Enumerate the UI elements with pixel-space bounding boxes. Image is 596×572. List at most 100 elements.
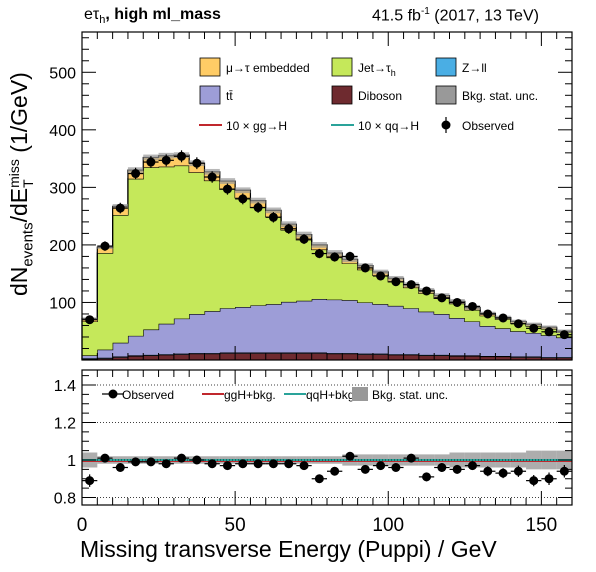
observed-point [85, 315, 95, 325]
channel-label: eτh, high ml_mass [84, 6, 221, 26]
ratio-legend-swatch [352, 387, 368, 401]
ratio-point [115, 463, 125, 472]
lumi-value: 41.5 fb [372, 7, 421, 25]
observed-point [131, 169, 141, 179]
channel-sub: h [99, 14, 106, 27]
ratio-point [131, 457, 141, 467]
ratio-legend-label: Observed [122, 388, 174, 402]
ratio-point [452, 464, 462, 474]
stack-jeth [82, 165, 572, 356]
legend-swatch [435, 85, 457, 105]
ratio-point [498, 468, 508, 478]
legend-swatch [199, 57, 221, 77]
ratio-point [146, 457, 156, 467]
ratio-legend-label: Bkg. stat. unc. [372, 388, 448, 402]
ratio-point [544, 474, 554, 484]
ratio-point [268, 459, 278, 469]
ratio-point [85, 476, 95, 486]
legend-swatch [331, 57, 353, 77]
ratio-point [483, 466, 493, 476]
unc-band-bin [541, 325, 557, 329]
ratio-point [314, 474, 324, 484]
observed-point [192, 158, 202, 168]
legend-label: 10 × qq→H [358, 119, 419, 133]
legend-swatch [199, 85, 221, 105]
ratio-point [299, 461, 309, 471]
observed-point [422, 286, 432, 296]
ratio-point [513, 466, 523, 476]
ratio-point [253, 459, 263, 469]
legend-swatch [331, 85, 353, 105]
ratio-point [529, 476, 539, 486]
observed-point [299, 234, 309, 244]
ratio-point [391, 463, 401, 472]
observed-point [360, 263, 370, 273]
legend-label: Jet→τh [358, 61, 396, 78]
legend-label: μ→τ embedded [226, 61, 310, 75]
legend-label: 10 × gg→H [226, 119, 287, 133]
legend-main: μ→τ embedded Jet→τh Z→ll tt̄ Diboson Bkg. sta… [199, 57, 538, 133]
ratio-point [177, 453, 187, 463]
lumi-label: 41.5 fb-1 (2017, 13 TeV) [372, 6, 539, 25]
ratio-point [360, 464, 370, 474]
y-tick-label: 300 [49, 180, 76, 197]
observed-point [207, 172, 217, 182]
ratio-point [330, 466, 340, 476]
legend-label: Bkg. stat. unc. [462, 89, 538, 103]
observed-point [376, 271, 386, 281]
ratio-point [422, 472, 432, 482]
x-tick-label: 0 [77, 515, 88, 536]
y-tick-label: 500 [49, 65, 76, 82]
x-axis-label: Missing transverse Energy (Puppi) / GeV [80, 536, 497, 562]
observed-point [406, 280, 416, 290]
y-tick-label: 100 [49, 295, 76, 312]
main-plot: 100 200 300 400 500 [49, 31, 573, 361]
legend-swatch [435, 57, 457, 77]
channel-base: eτ [84, 6, 100, 23]
observed-point [544, 327, 554, 337]
y-tick-label: 400 [49, 123, 76, 140]
observed-point [284, 224, 294, 234]
unc-band-bin [265, 207, 282, 214]
unc-band-bin [219, 178, 236, 184]
legend-marker [441, 120, 451, 130]
ratio-point [376, 461, 386, 471]
legend-label-sub: h [391, 68, 396, 78]
observed-point [115, 203, 125, 213]
ratio-point [437, 463, 447, 472]
observed-point [559, 330, 569, 340]
ratio-point [100, 453, 110, 463]
ratio-y-tick-label: 1 [67, 453, 76, 470]
x-tick-label: 150 [526, 515, 558, 536]
observed-point [238, 194, 248, 204]
unc-band-bin [311, 242, 327, 248]
observed-point [268, 212, 278, 222]
observed-point [314, 249, 324, 259]
observed-point [330, 252, 340, 262]
ratio-point [222, 461, 232, 471]
x-tick-label: 100 [372, 515, 404, 536]
observed-point [100, 241, 110, 251]
ratio-legend-label: qqH+bkg. [306, 388, 358, 402]
ratio-y-tick-label: 0.8 [54, 491, 76, 508]
lumi-note: (2017, 13 TeV) [429, 7, 539, 25]
category-label: , high ml_mass [105, 6, 221, 23]
legend-label: Z→ll [462, 61, 487, 75]
ratio-point [192, 455, 202, 465]
legend-label: Observed [462, 119, 514, 133]
observed-point [467, 301, 477, 311]
observed-point [345, 251, 355, 261]
observed-point [161, 155, 171, 165]
ratio-legend-marker [108, 389, 118, 399]
x-tick-label: 50 [225, 515, 246, 536]
ratio-y-tick-label: 1.4 [54, 378, 76, 395]
ratio-plot: 0.8 1 1.2 1.4 0 50 100 150 [54, 369, 573, 536]
ratio-point [406, 453, 416, 463]
lumi-exp: -1 [420, 6, 430, 17]
observed-point [513, 319, 523, 329]
observed-point [437, 293, 447, 303]
ratio-point [284, 459, 294, 469]
unc-band-bin [250, 197, 266, 204]
observed-point [177, 151, 187, 161]
